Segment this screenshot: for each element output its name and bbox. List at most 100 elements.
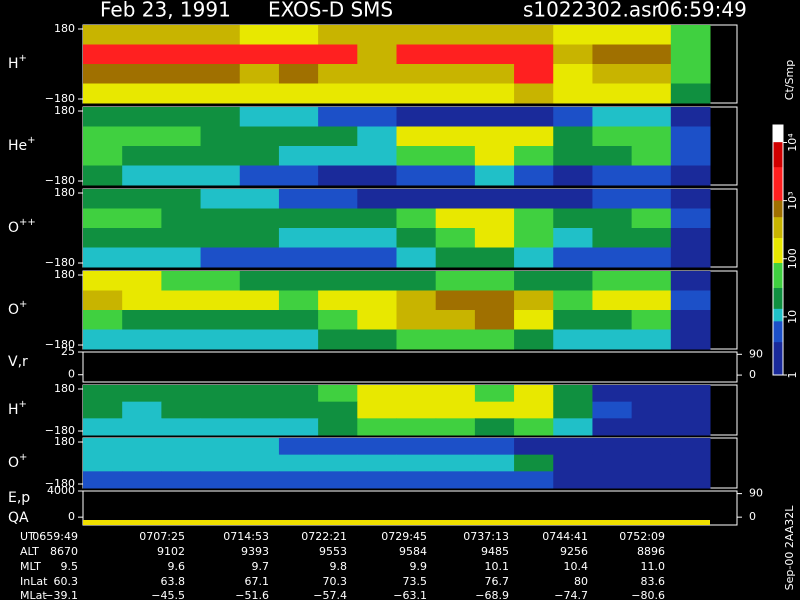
- spectro-cell: [514, 64, 554, 84]
- y-tick-label: −180: [45, 92, 75, 105]
- spectro-cell: [83, 44, 123, 65]
- spectro-cell: [318, 471, 358, 489]
- spectro-cell: [631, 208, 672, 229]
- spectro-cell: [474, 25, 515, 45]
- spectro-cell: [200, 126, 241, 147]
- spectro-cell: [474, 310, 515, 330]
- spectro-cell: [553, 126, 593, 147]
- colorbar-swatch: [773, 262, 783, 268]
- table-cell: 0744:41: [542, 530, 588, 543]
- table-cell: 9.5: [61, 560, 79, 573]
- spectro-cell: [631, 44, 672, 65]
- spectro-cell: [122, 228, 162, 248]
- spectro-cell: [514, 228, 554, 248]
- spectro-cell: [200, 471, 241, 489]
- colorbar-swatch: [773, 208, 783, 213]
- spectro-cell: [631, 471, 672, 489]
- spectro-cell: [239, 310, 280, 330]
- spectro-cell: [122, 401, 162, 419]
- panel-label-sup: +: [19, 452, 27, 463]
- colorbar-swatch: [773, 283, 783, 288]
- table-cell: −63.1: [393, 589, 427, 600]
- spectro-cell: [239, 83, 280, 104]
- colorbar-swatch: [773, 358, 783, 363]
- spectro-cell: [357, 329, 397, 350]
- spectro-cell: [670, 189, 711, 209]
- y-tick-label: −180: [45, 424, 75, 437]
- table-cell: 83.6: [641, 575, 666, 588]
- spectro-cell: [514, 310, 554, 330]
- spectro-cell: [553, 146, 593, 166]
- spectro-cell: [83, 189, 123, 209]
- spectro-cell: [83, 247, 123, 268]
- spectro-cell: [239, 64, 280, 84]
- spectro-cell: [278, 208, 319, 229]
- spectro-cell: [396, 126, 437, 147]
- spectro-cell: [514, 107, 554, 127]
- spectro-cell: [357, 471, 397, 489]
- y-tick-label: 25: [61, 345, 75, 358]
- spectro-cell: [435, 385, 476, 403]
- spectro-cell: [435, 228, 476, 248]
- spectro-cell: [278, 107, 319, 127]
- spectro-cell: [278, 271, 319, 291]
- spectro-cell: [474, 126, 515, 147]
- table-cell: 9102: [157, 545, 185, 558]
- spectro-cell: [592, 165, 633, 186]
- spectro-cell: [318, 44, 358, 65]
- panel-label: O+: [8, 452, 27, 471]
- spectro-cell: [357, 418, 397, 436]
- spectro-cell: [514, 25, 554, 45]
- instrument: EXOS-D SMS: [268, 0, 393, 22]
- spectro-cell: [200, 401, 241, 419]
- spectro-cell: [670, 208, 711, 229]
- spectro-cell: [318, 146, 358, 166]
- spectro-cell: [435, 401, 476, 419]
- spectro-cell: [200, 44, 241, 65]
- colorbar-swatch: [773, 195, 783, 201]
- spectro-cell: [239, 107, 280, 127]
- spectro-cell: [83, 228, 123, 248]
- spectro-cell: [514, 208, 554, 229]
- spectro-cell: [239, 454, 280, 472]
- spectro-cell: [318, 290, 358, 311]
- spectro-cell: [553, 271, 593, 291]
- colorbar-swatch: [773, 141, 783, 147]
- panel-label-name: H: [8, 56, 19, 72]
- spectro-cell: [553, 189, 593, 209]
- colorbar-swatch: [773, 287, 783, 293]
- y-tick-label: −180: [45, 256, 75, 269]
- spectro-cell: [631, 329, 672, 350]
- spectro-cell: [357, 189, 397, 209]
- spectro-cell: [435, 165, 476, 186]
- spectro-cell: [553, 418, 593, 436]
- spectro-cell: [592, 247, 633, 268]
- spectro-cell: [357, 385, 397, 403]
- spectro-cell: [553, 247, 593, 268]
- spectro-cell: [670, 418, 711, 436]
- colorbar-swatch: [773, 216, 783, 222]
- spectro-cell: [200, 418, 241, 436]
- spectro-cell: [474, 438, 515, 456]
- row-label: MLT: [20, 560, 41, 573]
- spectro-cell: [670, 83, 711, 104]
- colorbar-swatch: [773, 229, 783, 234]
- spectro-cell: [435, 146, 476, 166]
- spectro-cell: [474, 401, 515, 419]
- spectro-cell: [670, 329, 711, 350]
- spectro-cell: [514, 126, 554, 147]
- y-tick-label: 180: [54, 104, 75, 117]
- spectro-cell: [357, 126, 397, 147]
- spectro-cell: [670, 438, 711, 456]
- spectro-cell: [357, 165, 397, 186]
- spectro-cell: [357, 271, 397, 291]
- spectro-cell: [318, 189, 358, 209]
- spectro-cell: [122, 438, 162, 456]
- spectro-cell: [553, 471, 593, 489]
- table-cell: 0722:21: [301, 530, 347, 543]
- spectro-cell: [278, 247, 319, 268]
- y-tick-label: 180: [54, 268, 75, 281]
- spectro-cell: [239, 44, 280, 65]
- spectro-cell: [278, 64, 319, 84]
- spectro-cell: [200, 271, 241, 291]
